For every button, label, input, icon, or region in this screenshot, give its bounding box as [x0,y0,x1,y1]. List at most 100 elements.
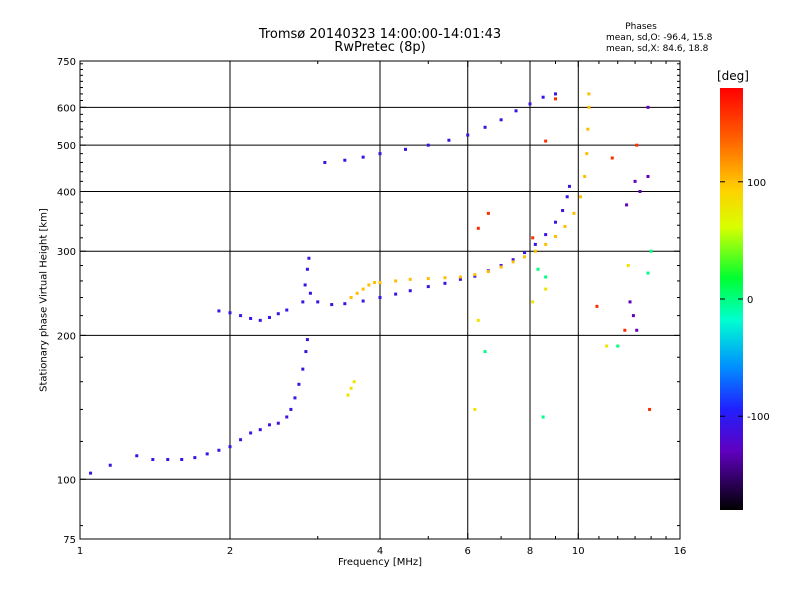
chart-title: Tromsø 20140323 14:00:00-14:01:43 [258,27,502,42]
data-point [649,249,653,253]
x-axis: 1 2 4 6 8 10 16 [77,61,687,557]
y-axis: 75 100 200 300 400 500 600 750 [57,57,680,546]
data-point [361,287,365,291]
chart-subtitle: RwPretec (8p) [334,40,426,55]
data-point [567,184,571,188]
x-tick-label: 16 [674,546,687,557]
data-point [514,109,518,113]
data-point [544,287,548,291]
colorbar-tick-label: 100 [747,178,766,189]
y-tick-label: 600 [57,103,76,114]
data-point [536,267,540,271]
data-point [301,300,305,304]
data-point [361,155,365,159]
data-point [623,328,627,332]
data-point [426,143,430,147]
colorbar [720,88,743,510]
data-point [289,407,293,411]
y-tick-label: 500 [57,141,76,152]
data-point [544,242,548,246]
data-point [511,258,515,262]
data-point [635,328,639,332]
data-point [625,203,629,207]
data-point [180,457,184,461]
data-point [305,338,309,342]
data-point [633,179,637,183]
data-point [458,277,462,281]
data-point [308,291,312,295]
data-point [355,291,359,295]
data-point [523,255,527,259]
data-points [89,92,653,475]
data-point [249,316,253,320]
x-tick-label: 8 [527,546,533,557]
colorbar-ticks: 100 0 -100 [720,178,770,423]
data-point [258,428,262,432]
data-point [367,283,371,287]
data-point [473,273,477,277]
data-point [499,118,503,122]
data-point [544,233,548,237]
y-tick-label: 400 [57,187,76,198]
data-point [486,270,490,274]
data-point [378,281,382,285]
data-point [561,209,565,213]
data-point [373,281,377,285]
data-point [483,125,487,129]
data-point [553,220,557,224]
data-point [635,143,639,147]
data-point [193,456,197,460]
data-point [553,235,557,239]
data-point [572,211,576,215]
data-point [578,195,582,199]
data-point [426,277,430,281]
data-point [239,314,243,318]
data-point [217,309,221,313]
data-point [541,95,545,99]
data-point [565,195,569,199]
data-point [394,279,398,283]
data-point [511,260,515,264]
data-point [323,160,327,164]
data-point [443,281,447,285]
data-point [135,454,139,458]
data-point [646,105,650,109]
y-tick-label: 750 [57,57,76,68]
data-point [330,303,334,307]
stat-x-mode: mean, sd,X: 84.6, 18.8 [606,44,709,54]
data-point [276,312,280,316]
data-point [587,92,591,96]
x-tick-label: 1 [77,546,83,557]
data-point [583,174,587,178]
data-point [276,421,280,425]
data-point [544,275,548,279]
data-point [473,407,477,411]
data-point [553,97,557,101]
data-point [646,271,650,275]
data-point [89,471,93,475]
data-point [626,264,630,268]
data-point [151,457,155,461]
data-point [628,300,632,304]
data-point [228,311,232,315]
data-point [394,292,398,296]
data-point [166,457,170,461]
data-point [541,415,545,419]
y-tick-label: 200 [57,331,76,342]
data-point [267,315,271,319]
data-point [499,265,503,269]
data-point [378,296,382,300]
data-point [297,382,301,386]
data-point [108,463,112,467]
data-point [605,344,609,348]
data-point [585,152,589,156]
data-point [304,350,308,354]
data-point [352,380,356,384]
data-point [476,318,480,322]
data-point [285,415,289,419]
y-tick-label: 75 [63,535,76,546]
data-point [443,276,447,280]
data-point [301,367,305,371]
data-point [228,445,232,449]
